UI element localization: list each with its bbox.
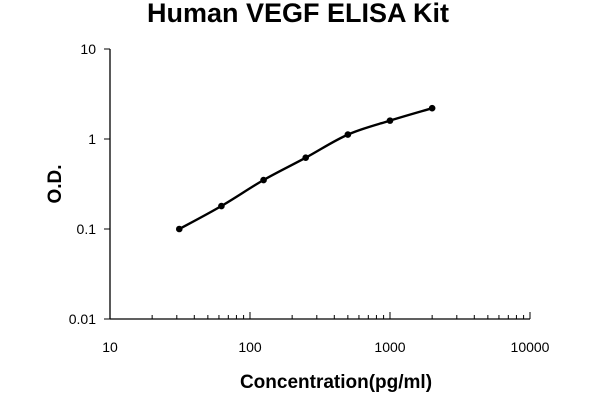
y-tick-label: 1 [88, 131, 96, 147]
y-tick-label: 0.01 [69, 311, 96, 327]
y-tick-label: 0.1 [77, 221, 97, 237]
ticks [104, 48, 531, 320]
x-tick-label: 100 [238, 339, 262, 355]
x-tick-label: 10000 [511, 339, 550, 355]
axes [109, 49, 530, 320]
x-tick-label: 1000 [374, 339, 405, 355]
chart-title: Human VEGF ELISA Kit [147, 0, 449, 28]
tick-labels: 10 100 1000 10000 0.01 0.1 1 10 [69, 41, 550, 355]
plot-area [175, 104, 436, 233]
data-point [175, 225, 183, 233]
data-point [260, 176, 267, 184]
y-axis-title: O.D. [45, 164, 66, 203]
data-point [428, 104, 436, 112]
y-tick-label: 10 [80, 41, 96, 57]
standard-curve-line [178, 107, 433, 231]
x-axis-title: Concentration(pg/ml) [240, 372, 432, 393]
data-point [302, 154, 310, 161]
data-point [344, 131, 352, 138]
data-point [218, 202, 225, 210]
x-tick-label: 10 [102, 339, 118, 355]
data-point [386, 117, 394, 124]
